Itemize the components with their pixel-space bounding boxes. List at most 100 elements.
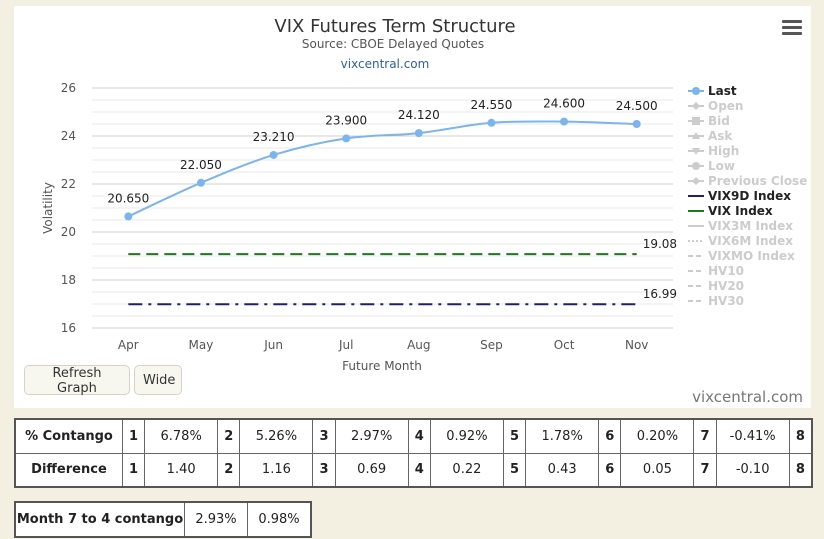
row-label: Month 7 to 4 contango — [14, 501, 185, 538]
chart-title: VIX Futures Term Structure — [274, 16, 515, 37]
table-cell: 2.97% — [334, 418, 409, 454]
legend-marker — [692, 117, 700, 125]
chart-panel: 16 18 20 22 24 26 Apr May Jun Jul Aug Sep Oct Nov VIX … — [14, 6, 811, 408]
month-index-cell: 3 — [312, 418, 336, 454]
y-axis-label: Volatility — [41, 182, 55, 234]
data-label: 24.600 — [543, 97, 585, 111]
data-label: 23.210 — [253, 130, 295, 144]
y-tick-label: 16 — [61, 321, 76, 335]
month-index-cell: 8 — [788, 452, 813, 488]
x-tick-label: Jun — [263, 338, 283, 352]
y-tick-label: 20 — [61, 225, 76, 239]
legend-item-label[interactable]: Low — [708, 159, 735, 173]
month-index-cell: 3 — [312, 452, 336, 488]
data-point — [124, 212, 133, 221]
legend-marker — [692, 87, 700, 95]
month-index-cell: 7 — [693, 418, 717, 454]
legend-item-label[interactable]: Bid — [708, 114, 730, 128]
last-series-line — [127, 120, 637, 218]
legend-item-label[interactable]: HV10 — [708, 264, 744, 278]
x-tick-label: Jul — [338, 338, 353, 352]
index-value-label: 16.99 — [643, 287, 677, 301]
table-cell: 0.05 — [620, 452, 695, 488]
x-axis-label: Future Month — [342, 359, 422, 373]
table-cell: 2.93% — [184, 501, 248, 538]
month-index-cell: 1 — [121, 452, 146, 488]
table-cell: 0.92% — [429, 418, 504, 454]
data-point — [196, 178, 205, 187]
table-row: Difference 1 1.40 2 1.16 3 0.69 4 0.22 5 0.43 6 0.05… — [14, 452, 813, 488]
table-cell: 5.26% — [239, 418, 314, 454]
month-index-cell: 2 — [217, 452, 241, 488]
row-label: Difference — [14, 452, 123, 488]
index-value-label: 19.08 — [643, 237, 677, 251]
table-cell: 1.40 — [144, 452, 219, 488]
legend-item-label[interactable]: Ask — [708, 129, 733, 143]
data-point — [560, 117, 569, 126]
x-tick-label: Nov — [625, 338, 648, 352]
data-label: 24.120 — [398, 108, 440, 122]
legend-item-label[interactable]: VIX Index — [708, 204, 773, 218]
y-tick-label: 18 — [61, 273, 76, 287]
legend-marker — [692, 177, 700, 185]
y-tick-label: 24 — [61, 129, 76, 143]
table-cell: 6.78% — [144, 418, 219, 454]
data-point — [342, 134, 351, 143]
table-row: % Contango 1 6.78% 2 5.26% 3 2.97% 4 0.92% 5 1.78%… — [14, 418, 813, 454]
contango-table: % Contango 1 6.78% 2 5.26% 3 2.97% 4 0.92% 5 1.78%… — [14, 418, 813, 488]
legend-item-label[interactable]: High — [708, 144, 739, 158]
month-index-cell: 1 — [121, 418, 146, 454]
refresh-graph-button[interactable]: Refresh Graph — [24, 365, 130, 396]
legend-item-label[interactable]: VIX6M Index — [708, 234, 793, 248]
month-contango-table: Month 7 to 4 contango 2.93% 0.98% — [14, 501, 312, 538]
data-label: 24.500 — [616, 99, 658, 113]
legend-marker — [692, 132, 700, 139]
y-tick-label: 22 — [61, 177, 76, 191]
data-label: 20.650 — [107, 191, 149, 205]
chart-subtitle: Source: CBOE Delayed Quotes — [302, 37, 484, 51]
table-cell: -0.41% — [715, 418, 790, 454]
source-link: vixcentral.com — [341, 57, 430, 71]
table-cell: 1.78% — [525, 418, 600, 454]
table-row: Month 7 to 4 contango 2.93% 0.98% — [14, 501, 312, 538]
legend-marker — [692, 102, 700, 110]
row-label: % Contango — [14, 418, 123, 454]
legend-item-label[interactable]: Open — [708, 99, 743, 113]
legend-item-label[interactable]: HV20 — [708, 279, 744, 293]
month-index-cell: 4 — [407, 418, 431, 454]
month-index-cell: 6 — [598, 452, 622, 488]
month-index-cell: 5 — [502, 418, 527, 454]
data-label: 24.550 — [470, 98, 512, 112]
menu-icon[interactable] — [782, 20, 802, 38]
month-index-cell: 7 — [693, 452, 717, 488]
month-index-cell: 8 — [788, 418, 813, 454]
month-index-cell: 6 — [598, 418, 622, 454]
y-tick-label: 26 — [61, 81, 76, 95]
legend-item-label[interactable]: Previous Close — [708, 174, 807, 188]
legend-item-label[interactable]: VIX3M Index — [708, 219, 793, 233]
data-label: 22.050 — [180, 158, 222, 172]
table-cell: 0.20% — [620, 418, 695, 454]
table-cell: 0.22 — [429, 452, 504, 488]
data-point — [414, 129, 423, 138]
legend-marker — [692, 148, 700, 155]
table-cell: 0.69 — [334, 452, 409, 488]
legend-item-label[interactable]: VIXMO Index — [708, 249, 795, 263]
x-tick-label: Sep — [480, 338, 503, 352]
table-cell: -0.10 — [715, 452, 790, 488]
x-tick-label: Oct — [554, 338, 575, 352]
wide-button[interactable]: Wide — [134, 365, 182, 395]
table-cell: 0.98% — [247, 501, 312, 538]
legend-item-label[interactable]: VIX9D Index — [708, 189, 791, 203]
term-structure-chart: 16 18 20 22 24 26 Apr May Jun Jul Aug Sep Oct Nov VIX … — [41, 16, 807, 373]
table-cell: 1.16 — [239, 452, 314, 488]
month-index-cell: 4 — [407, 452, 431, 488]
data-label: 23.900 — [325, 113, 367, 127]
data-point — [269, 150, 278, 159]
table-cell: 0.43 — [525, 452, 600, 488]
legend-item-label[interactable]: Last — [708, 84, 737, 98]
watermark: vixcentral.com — [692, 388, 803, 406]
x-tick-label: Apr — [118, 338, 139, 352]
data-point — [487, 118, 496, 127]
legend-item-label[interactable]: HV30 — [708, 294, 744, 308]
